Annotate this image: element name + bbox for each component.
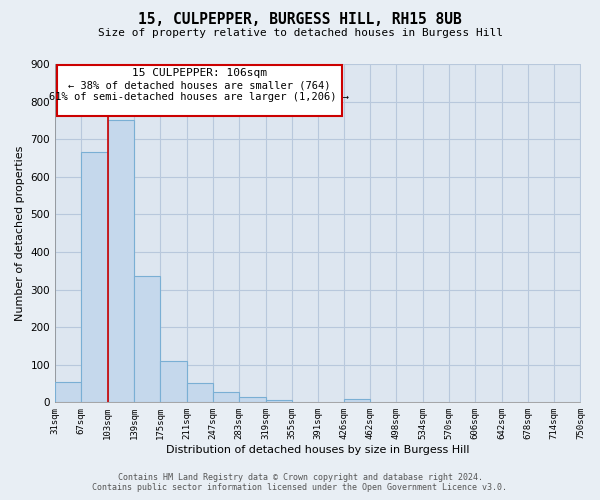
Bar (134, 276, 160, 402)
Bar (55, 382, 82, 402)
Text: Size of property relative to detached houses in Burgess Hill: Size of property relative to detached ho… (97, 28, 503, 38)
X-axis label: Distribution of detached houses by size in Burgess Hill: Distribution of detached houses by size … (166, 445, 470, 455)
Text: 15, CULPEPPER, BURGESS HILL, RH15 8UB: 15, CULPEPPER, BURGESS HILL, RH15 8UB (138, 12, 462, 28)
Bar (107, 120, 134, 402)
Bar (266, 400, 292, 402)
Bar (82, 152, 107, 402)
FancyBboxPatch shape (56, 65, 342, 116)
Text: 15 CULPEPPER: 106sqm: 15 CULPEPPER: 106sqm (132, 68, 267, 78)
Bar (160, 361, 187, 403)
Bar (344, 400, 370, 402)
Text: ← 38% of detached houses are smaller (764): ← 38% of detached houses are smaller (76… (68, 80, 331, 90)
Y-axis label: Number of detached properties: Number of detached properties (15, 146, 25, 321)
Bar (213, 392, 239, 402)
Bar (239, 396, 266, 402)
Text: 61% of semi-detached houses are larger (1,206) →: 61% of semi-detached houses are larger (… (49, 92, 349, 102)
Bar (187, 383, 213, 402)
Text: Contains HM Land Registry data © Crown copyright and database right 2024.
Contai: Contains HM Land Registry data © Crown c… (92, 473, 508, 492)
